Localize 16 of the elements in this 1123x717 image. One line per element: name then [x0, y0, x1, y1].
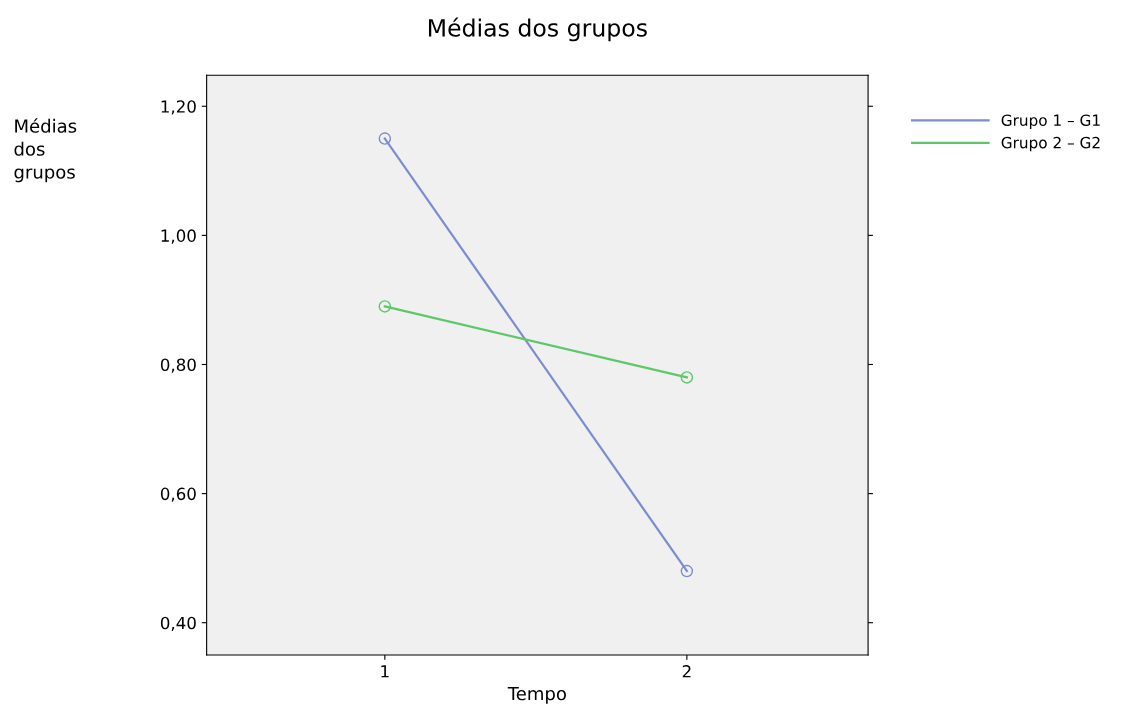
y-tick-label: 0,60: [160, 487, 196, 502]
y-tick-label: 0,40: [160, 616, 196, 631]
y-tick-label: 0,80: [160, 358, 196, 373]
x-axis-title: Tempo: [507, 686, 566, 704]
x-tick-label: 2: [682, 665, 691, 678]
legend-label: Grupo 2 – G2: [1001, 136, 1100, 152]
point: [680, 564, 694, 578]
y-tick-label: 1,00: [161, 229, 196, 244]
y-axis-title: Médias dos grupos: [14, 118, 77, 183]
point: [378, 300, 392, 313]
legend-label: Grupo 1 – G1: [1001, 114, 1100, 129]
point: [378, 132, 392, 145]
x-tick-label: 1: [381, 665, 389, 678]
chart-title: Médias dos grupos: [428, 17, 647, 42]
y-tick-label: 1,20: [161, 100, 196, 115]
point: [680, 371, 694, 384]
